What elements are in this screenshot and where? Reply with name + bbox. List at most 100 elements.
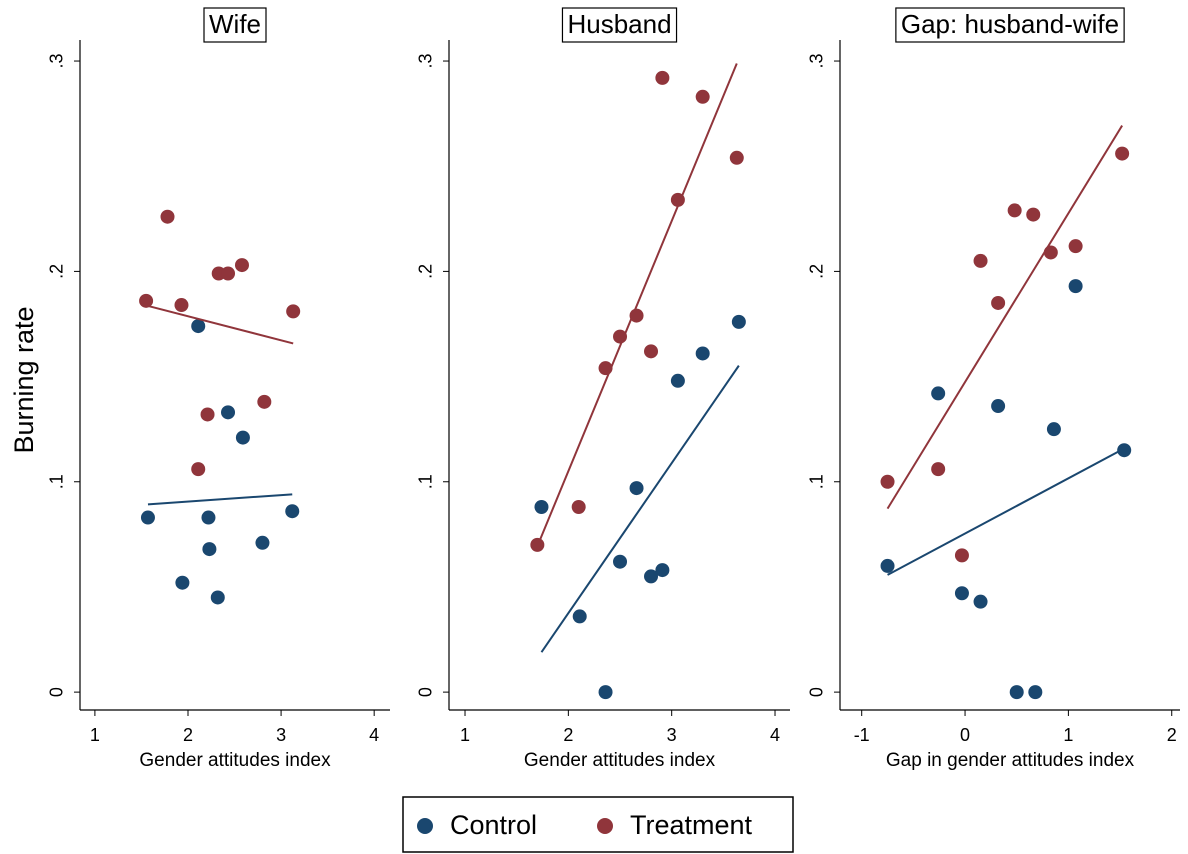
fit-line: [886, 125, 1123, 510]
x-axis-label: Gender attitudes index: [524, 750, 716, 771]
data-point: [973, 594, 988, 609]
data-point: [235, 430, 250, 445]
y-tick-label: .3: [807, 54, 827, 69]
data-point: [234, 258, 249, 273]
panel-title: Wife: [209, 9, 261, 39]
data-point: [201, 510, 216, 525]
y-axis-label: Burning rate: [9, 306, 39, 453]
data-point: [655, 563, 670, 578]
data-point: [572, 609, 587, 624]
data-point: [931, 462, 946, 477]
data-point: [670, 373, 685, 388]
data-point: [140, 510, 155, 525]
data-point: [613, 554, 628, 569]
data-point: [880, 558, 895, 573]
data-point: [200, 407, 215, 422]
title-box: [561, 7, 678, 43]
data-point: [880, 474, 895, 489]
data-point: [174, 298, 189, 313]
y-tick-label: 0: [416, 687, 436, 697]
data-point: [1117, 443, 1132, 458]
x-tick-label: 1: [1063, 725, 1073, 745]
x-tick-label: 1: [460, 725, 470, 745]
y-tick-label: .3: [416, 54, 436, 69]
data-point: [160, 209, 175, 224]
y-tick-label: 0: [807, 687, 827, 697]
data-point: [139, 293, 154, 308]
y-tick-label: 0: [47, 687, 67, 697]
data-point: [991, 295, 1006, 310]
x-tick-label: 4: [369, 725, 379, 745]
data-point: [598, 685, 613, 700]
data-point: [644, 569, 659, 584]
data-point: [221, 266, 236, 281]
fit-line: [147, 493, 293, 506]
data-point: [175, 575, 190, 590]
data-point: [655, 70, 670, 85]
data-point: [1046, 422, 1061, 437]
data-point: [644, 344, 659, 359]
x-axis-label: Gap in gender attitudes index: [886, 750, 1135, 771]
data-point: [954, 548, 969, 563]
data-point: [221, 405, 236, 420]
x-tick-label: 2: [1167, 725, 1177, 745]
fit-line: [536, 63, 738, 547]
x-tick-label: -1: [854, 725, 870, 745]
data-point: [598, 361, 613, 376]
data-point: [991, 399, 1006, 414]
x-tick-label: 3: [276, 725, 286, 745]
data-point: [1043, 245, 1058, 260]
data-point: [1115, 146, 1130, 161]
legend-label: Control: [450, 810, 537, 840]
data-point: [257, 394, 272, 409]
y-tick-label: .2: [416, 264, 436, 279]
data-point: [731, 314, 746, 329]
data-point: [729, 150, 744, 165]
panel-title: Gap: husband-wife: [901, 9, 1119, 39]
y-tick-label: .3: [47, 54, 67, 69]
data-point: [202, 542, 217, 557]
x-axis-label: Gender attitudes index: [139, 750, 331, 771]
x-tick-label: 2: [563, 725, 573, 745]
data-point: [255, 535, 270, 550]
data-point: [629, 481, 644, 496]
data-point: [1026, 207, 1041, 222]
panel-title: Husband: [567, 9, 671, 39]
y-tick-label: .1: [807, 474, 827, 489]
legend-marker: [417, 818, 433, 834]
title-box: [203, 7, 267, 43]
x-tick-label: 0: [960, 725, 970, 745]
data-point: [1068, 279, 1083, 294]
data-point: [629, 308, 644, 323]
data-point: [210, 590, 225, 605]
data-point: [931, 386, 946, 401]
data-point: [1028, 685, 1043, 700]
data-point: [670, 192, 685, 207]
data-point: [973, 253, 988, 268]
data-point: [191, 462, 206, 477]
x-tick-label: 3: [667, 725, 677, 745]
data-point: [1007, 203, 1022, 218]
data-point: [534, 500, 549, 515]
data-point: [530, 537, 545, 552]
legend-marker: [597, 818, 613, 834]
x-tick-label: 2: [183, 725, 193, 745]
data-point: [1068, 239, 1083, 254]
data-point: [1009, 685, 1024, 700]
x-tick-label: 4: [770, 725, 780, 745]
fit-line: [540, 365, 740, 653]
title-box: [895, 7, 1125, 43]
data-point: [613, 329, 628, 344]
legend-label: Treatment: [630, 810, 753, 840]
y-tick-label: .2: [47, 264, 67, 279]
data-point: [286, 304, 301, 319]
data-point: [285, 504, 300, 519]
x-tick-label: 1: [90, 725, 100, 745]
fit-line: [887, 447, 1125, 576]
fit-line: [145, 304, 294, 345]
data-point: [695, 89, 710, 104]
y-tick-label: .1: [47, 474, 67, 489]
data-point: [695, 346, 710, 361]
data-point: [954, 586, 969, 601]
